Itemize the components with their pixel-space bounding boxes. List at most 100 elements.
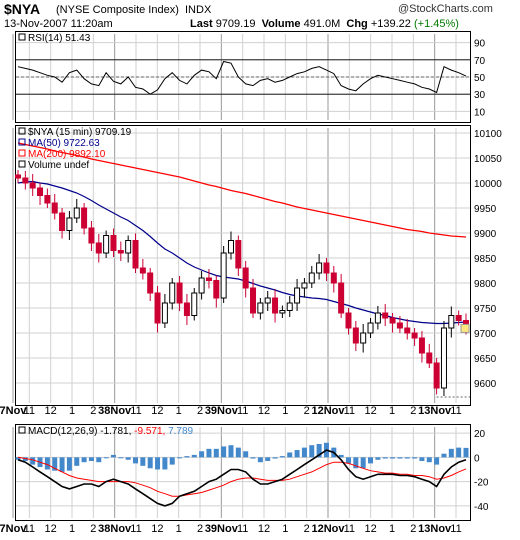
- macd-histogram-bar: [52, 457, 58, 471]
- macd-panel-frame: [15, 424, 471, 521]
- candle-body: [22, 177, 29, 184]
- candle-body: [176, 282, 183, 304]
- candle-body: [455, 315, 462, 321]
- candle-body: [330, 272, 337, 284]
- price-legend-item-swatch: [18, 160, 26, 168]
- candle-body: [382, 312, 389, 319]
- macd-histogram-bar: [81, 457, 87, 463]
- macd-histogram-bar: [59, 457, 65, 472]
- candle-body: [29, 182, 36, 189]
- candle-body: [301, 282, 308, 289]
- candle-body: [440, 327, 447, 389]
- price-y-label: 9750: [474, 304, 497, 315]
- candle-body: [191, 292, 198, 316]
- x-axis-label: 11: [450, 523, 461, 535]
- macd-histogram-bar: [301, 447, 307, 458]
- last-price-marker: [460, 323, 470, 333]
- macd-histogram-bar: [169, 457, 175, 465]
- candle-body: [227, 240, 234, 254]
- x-axis-label: 1: [176, 523, 182, 535]
- macd-histogram-bar: [397, 457, 403, 459]
- rsi-y-label: 90: [474, 39, 486, 50]
- x-axis-label: 13Nov: [418, 405, 452, 417]
- price-y-label: 9850: [474, 254, 497, 265]
- macd-histogram-bar: [213, 448, 219, 458]
- macd-histogram-bar: [309, 445, 315, 458]
- price-y-label: 9600: [474, 379, 497, 390]
- x-axis-label: 12: [365, 405, 377, 417]
- price-y-label: 9800: [474, 279, 497, 290]
- macd-histogram-bar: [191, 454, 197, 458]
- x-axis-label: 1: [389, 405, 395, 417]
- axis-ticks: 7Nov7Nov11111212112238Nov38Nov1111121211…: [0, 39, 502, 535]
- candle-body: [154, 292, 161, 324]
- candle-body: [286, 302, 293, 311]
- last-value: 9709.19: [215, 18, 256, 30]
- macd-histogram-bar: [426, 457, 432, 463]
- x-axis-label: 11: [344, 405, 355, 417]
- macd-histogram-bar: [448, 448, 454, 458]
- price-legend-item: $NYA (15 min) 9709.19: [28, 127, 132, 138]
- x-axis-label: 1: [69, 405, 75, 417]
- x-axis-label: 38Nov: [98, 523, 132, 535]
- candle-body: [345, 312, 352, 329]
- macd-histogram-bar: [155, 457, 161, 470]
- x-axis-label: 1: [282, 405, 288, 417]
- macd-histogram-bar: [353, 457, 359, 469]
- x-axis-label: 12: [45, 405, 57, 417]
- candle-body: [213, 280, 220, 299]
- macd-histogram-bar: [419, 457, 425, 461]
- ma200-line: [17, 142, 467, 238]
- candle-body: [264, 297, 271, 304]
- macd-histogram-bar: [184, 456, 190, 458]
- macd-histogram-bar: [88, 457, 94, 461]
- macd-signal-line: [17, 456, 467, 497]
- price-y-label: 9700: [474, 329, 497, 340]
- x-axis-label: 1: [282, 523, 288, 535]
- candle-body: [279, 310, 286, 314]
- x-axis-label: 11: [450, 405, 461, 417]
- macd-histogram-bar: [294, 450, 300, 458]
- price-y-label: 9950: [474, 204, 497, 215]
- x-axis-label: 12: [258, 523, 270, 535]
- x-axis-label: 12: [151, 523, 163, 535]
- macd-histogram-bar: [235, 447, 241, 458]
- price-y-label: 10000: [474, 179, 502, 190]
- macd-histogram-bar: [250, 457, 256, 459]
- macd-histogram-bar: [456, 447, 462, 458]
- macd-histogram-bar: [103, 457, 109, 459]
- chg-percent: (+1.45%): [413, 18, 459, 30]
- candle-body: [110, 235, 117, 251]
- x-axis-label: 11: [24, 523, 35, 535]
- x-axis-label: 11: [237, 523, 248, 535]
- macd-histogram-bar: [316, 443, 322, 458]
- macd-histogram-bar: [338, 454, 344, 458]
- macd-histogram-bar: [228, 445, 234, 458]
- candle-body: [132, 240, 139, 269]
- candle-body: [411, 332, 418, 339]
- macd-histogram-bar: [206, 448, 212, 458]
- macd-histogram-bar: [66, 457, 72, 471]
- volume-label: Volume: [261, 18, 301, 30]
- candle-body: [205, 277, 212, 281]
- candle-body: [426, 352, 433, 364]
- candle-body: [389, 317, 396, 324]
- candle-body: [360, 332, 367, 344]
- candle-body: [37, 187, 44, 196]
- candle-body: [147, 272, 154, 294]
- candle-body: [316, 262, 323, 274]
- candle-body: [448, 315, 455, 329]
- candle-body: [235, 240, 242, 269]
- macd-histogram-bar: [441, 453, 447, 458]
- price-legend-item: MA(200) 9892.10: [28, 149, 106, 160]
- rsi-panel-frame: [15, 31, 471, 123]
- candle-body: [374, 312, 381, 324]
- rsi-y-label: 10: [474, 107, 486, 118]
- candle-body: [117, 250, 124, 254]
- x-axis-label: 12Nov: [311, 405, 345, 417]
- x-axis-label: 39Nov: [205, 523, 239, 535]
- candle-body: [103, 235, 110, 254]
- rsi-y-label: 50: [474, 73, 486, 84]
- ma50-line: [17, 180, 467, 325]
